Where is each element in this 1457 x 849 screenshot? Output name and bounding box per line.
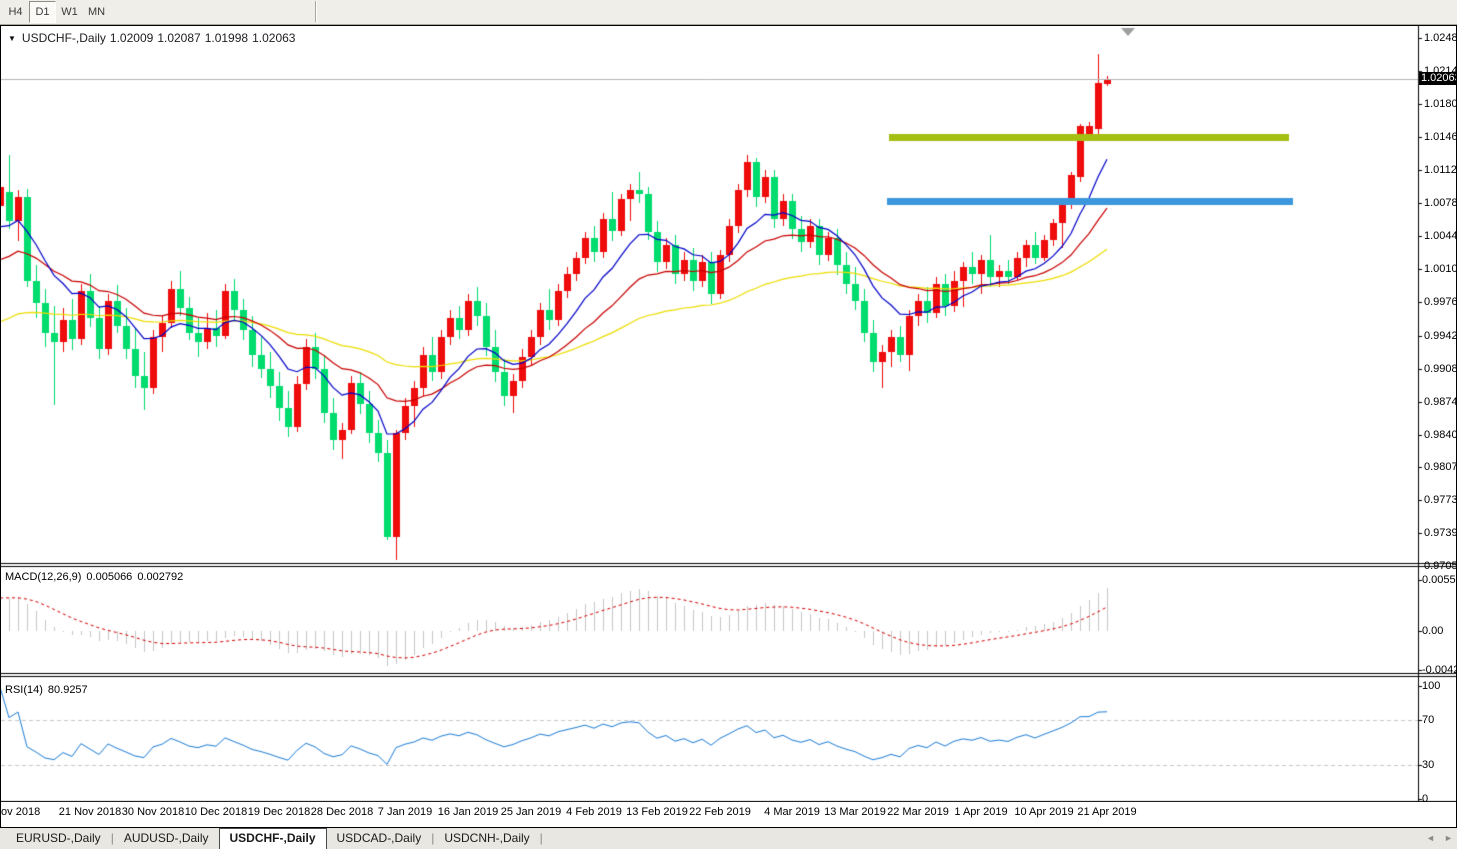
tab-usdcnh[interactable]: USDCNH-,Daily (444, 831, 530, 845)
scroll-left-icon[interactable]: ◄ (1426, 833, 1435, 843)
date-tick-label: 19 Dec 2018 (247, 806, 311, 818)
quote-low: 1.01998 (204, 31, 249, 45)
date-tick-label: 21 Nov 2018 (58, 806, 122, 818)
date-tick-label: 16 Jan 2019 (437, 806, 499, 818)
chart-symbol-label: USDCHF-,Daily (21, 31, 106, 45)
chart-panels-canvas[interactable] (1, 26, 1456, 802)
date-tick-label: 28 Dec 2018 (310, 806, 374, 818)
quote-open: 1.02009 (109, 31, 154, 45)
date-tick-label: 4 Feb 2019 (566, 806, 622, 818)
rsi-value: 80.9257 (47, 684, 88, 696)
macd-label: MACD(12,26,9) 0.005066 0.002792 (5, 571, 188, 583)
price-tick-label: 1.00780 (1424, 197, 1456, 209)
price-tick-label: 1.02480 (1424, 32, 1456, 44)
date-tick-label: 13 Feb 2019 (626, 806, 688, 818)
price-tick-label: 0.97730 (1424, 494, 1456, 506)
date-tick-label: 21 Apr 2019 (1077, 806, 1137, 818)
date-tick-label: 25 Jan 2019 (500, 806, 562, 818)
date-tick-label: 10 Apr 2019 (1014, 806, 1074, 818)
macd-tick-label: 0.00 (1422, 625, 1444, 637)
macd-tick-label: 0.005508 (1422, 574, 1456, 586)
rsi-tick-label: 30 (1422, 759, 1435, 771)
tab-separator: | (431, 831, 435, 845)
date-tick-label: 4 Mar 2019 (764, 806, 820, 818)
price-tick-label: 0.99760 (1424, 296, 1456, 308)
period-button-d1[interactable]: D1 (29, 1, 56, 23)
scroll-right-icon[interactable]: ► (1444, 833, 1453, 843)
date-tick-label: 22 Mar 2019 (887, 806, 949, 818)
toolbar-separator (315, 1, 317, 22)
date-tick-label: 12 Nov 2018 (1, 806, 41, 818)
macd-main-value: 0.005066 (86, 571, 133, 583)
period-button-mn[interactable]: MN (87, 6, 106, 18)
price-tick-label: 0.99080 (1424, 363, 1456, 375)
period-button-w1[interactable]: W1 (61, 6, 78, 18)
tab-audusd[interactable]: AUDUSD-,Daily (123, 831, 209, 845)
price-tick-label: 1.01800 (1424, 98, 1456, 110)
tab-separator: | (539, 831, 543, 845)
price-tick-label: 1.02140 (1424, 65, 1456, 77)
macd-name: MACD(12,26,9) (5, 571, 82, 583)
quote-close: 1.02063 (252, 31, 296, 45)
tab-separator: | (110, 831, 114, 845)
rsi-tick-label: 70 (1422, 714, 1435, 726)
macd-signal-value: 0.002792 (137, 571, 184, 583)
date-tick-label: 1 Apr 2019 (954, 806, 1008, 818)
price-tick-label: 1.01460 (1424, 131, 1456, 143)
tab-usdchf[interactable]: USDCHF-,Daily (218, 828, 327, 849)
price-tick-label: 1.01120 (1424, 164, 1457, 176)
period-toolbar: H4 D1 W1 MN (0, 0, 1457, 25)
date-tick-label: 22 Feb 2019 (689, 806, 751, 818)
rsi-tick-label: 100 (1422, 680, 1441, 692)
chart-title: ▼ USDCHF-,Daily 1.02009 1.02087 1.01998 1.020… (8, 31, 299, 45)
price-tick-label: 0.98070 (1424, 461, 1456, 473)
symbol-tabbar: EURUSD-,Daily | AUDUSD-,Daily USDCHF-,Dai… (0, 828, 1457, 849)
price-tick-label: 0.97390 (1424, 527, 1456, 539)
macd-tick-label: -0.004221 (1422, 664, 1456, 676)
quote-high: 1.02087 (157, 31, 201, 45)
date-tick-label: 10 Dec 2018 (184, 806, 248, 818)
date-tick-label: 30 Nov 2018 (121, 806, 185, 818)
price-tick-label: 0.98740 (1424, 396, 1456, 408)
price-tick-label: 1.00100 (1424, 263, 1456, 275)
period-button-h4[interactable]: H4 (8, 6, 23, 18)
chevron-down-icon: ▼ (8, 34, 16, 43)
rsi-tick-label: 0 (1422, 793, 1429, 805)
date-tick-label: 13 Mar 2019 (824, 806, 886, 818)
rsi-label: RSI(14) 80.9257 (5, 684, 93, 696)
chart-window: ▼ USDCHF-,Daily 1.02009 1.02087 1.01998 1.020… (0, 25, 1457, 828)
price-tick-label: 1.00440 (1424, 230, 1456, 242)
current-price-badge: 1.02063 (1419, 72, 1456, 85)
tab-usdcad[interactable]: USDCAD-,Daily (336, 831, 422, 845)
price-tick-label: 0.99420 (1424, 330, 1456, 342)
price-tick-label: 0.98400 (1424, 429, 1456, 441)
date-tick-label: 7 Jan 2019 (377, 806, 433, 818)
rsi-name: RSI(14) (5, 684, 43, 696)
tab-eurusd[interactable]: EURUSD-,Daily (16, 831, 101, 845)
price-tick-label: 0.97050 (1424, 560, 1456, 572)
